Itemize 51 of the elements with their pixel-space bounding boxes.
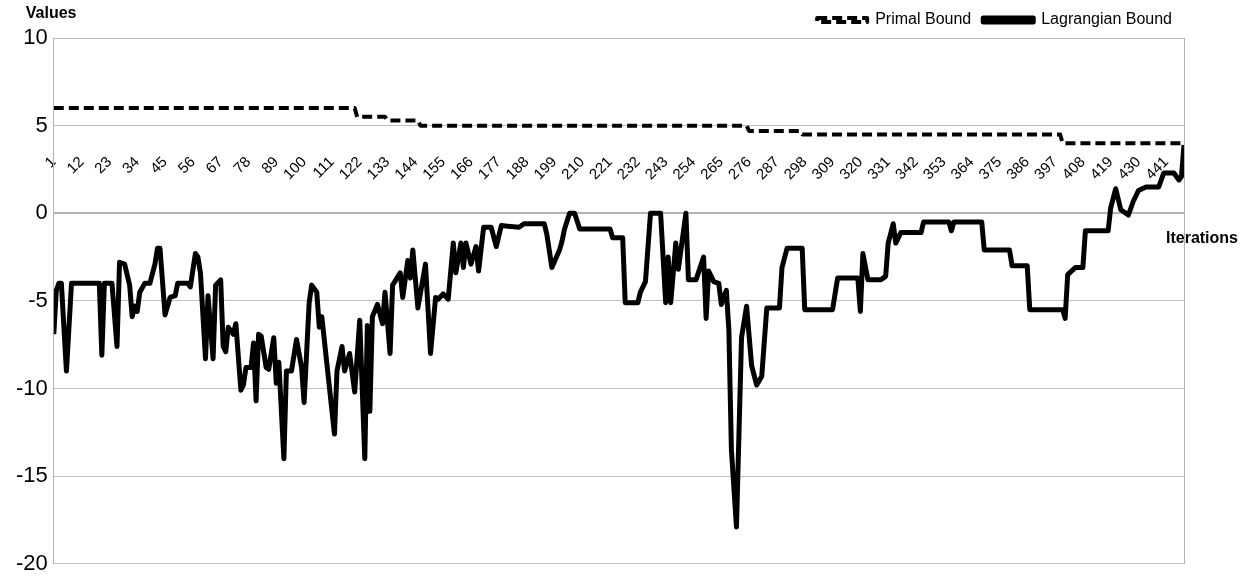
x-tick-label: 243 — [641, 152, 671, 183]
x-tick-label: 386 — [1002, 152, 1033, 183]
y-tick-label: 5 — [35, 111, 48, 137]
x-tick-label: 144 — [390, 152, 421, 183]
y-tick-label: -10 — [16, 374, 48, 400]
x-tick-label: 254 — [668, 152, 699, 183]
x-tick-label: 210 — [557, 152, 588, 183]
x-tick-label: 188 — [501, 152, 532, 183]
x-axis-title: Iterations — [1165, 228, 1239, 246]
x-tick-label: 320 — [835, 152, 866, 183]
y-tick-label: -20 — [16, 549, 48, 575]
x-tick-label: 331 — [863, 152, 894, 183]
y-tick-label: 0 — [35, 199, 48, 225]
x-tick-label: 298 — [780, 152, 810, 183]
y-axis-title: Values — [25, 4, 77, 22]
x-tick-label: 78 — [229, 152, 254, 177]
legend-label: Lagrangian Bound — [1041, 10, 1172, 28]
x-tick-label: 67 — [201, 152, 226, 177]
x-tick-label: 133 — [362, 152, 393, 183]
x-tick-label: 45 — [146, 152, 171, 177]
y-tick-label: -15 — [16, 462, 48, 488]
x-tick-label: 342 — [891, 152, 922, 183]
y-tick-label: 10 — [23, 24, 48, 50]
x-tick-label: 100 — [279, 152, 310, 183]
x-tick-label: 177 — [474, 152, 504, 183]
y-tick-label: -5 — [28, 286, 48, 312]
x-tick-label: 441 — [1141, 152, 1172, 183]
x-tick-label: 287 — [752, 152, 782, 183]
x-tick-label: 309 — [807, 152, 838, 183]
x-tick-label: 166 — [446, 152, 477, 183]
x-tick-label: 199 — [529, 152, 560, 183]
x-tick-label: 276 — [724, 152, 755, 183]
x-tick-label: 56 — [174, 152, 198, 177]
x-tick-label: 122 — [335, 152, 365, 183]
x-tick-label: 23 — [90, 152, 115, 177]
x-tick-label: 232 — [613, 152, 643, 183]
x-tick-label: 111 — [308, 152, 337, 181]
x-tick-label: 430 — [1113, 152, 1144, 183]
x-tick-label: 419 — [1086, 152, 1116, 183]
x-tick-label: 353 — [919, 152, 949, 183]
legend-label: Primal Bound — [875, 10, 972, 28]
x-tick-label: 375 — [974, 152, 1005, 183]
x-tick-label: 364 — [946, 152, 977, 183]
x-tick-label: 397 — [1030, 152, 1061, 183]
x-tick-label: 265 — [696, 152, 727, 183]
x-tick-label: 12 — [62, 152, 87, 177]
x-tick-label: 155 — [418, 152, 449, 183]
x-tick-label: 408 — [1058, 152, 1088, 183]
x-tick-label: 221 — [585, 152, 616, 183]
x-tick-label: 89 — [257, 152, 282, 177]
x-tick-label: 34 — [118, 152, 143, 177]
